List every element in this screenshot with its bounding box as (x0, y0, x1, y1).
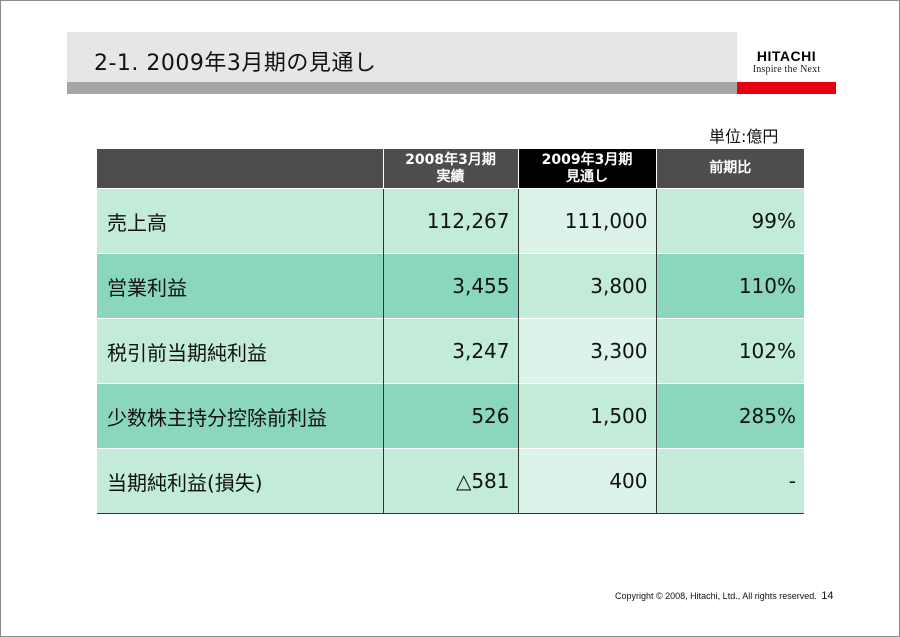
row-ratio: - (656, 448, 804, 514)
row-label: 当期純利益(損失) (97, 448, 384, 514)
table-row: 税引前当期純利益 3,247 3,300 102% (97, 318, 804, 384)
header-fy2008-line2: 実績 (436, 168, 465, 185)
header-fy2008-line1: 2008年3月期 (405, 151, 496, 168)
row-ratio: 110% (656, 253, 804, 319)
row-label: 営業利益 (97, 253, 384, 319)
row-label: 税引前当期純利益 (97, 318, 384, 384)
row-label: 売上高 (97, 188, 384, 254)
row-label: 少数株主持分控除前利益 (97, 383, 384, 449)
logo-name: HITACHI (756, 48, 817, 64)
header-item (97, 149, 383, 189)
forecast-table: 2008年3月期 実績 2009年3月期 見通し 前期比 売上高 112,267… (97, 149, 804, 514)
copyright-text: Copyright © 2008, Hitachi, Ltd., All rig… (615, 591, 817, 601)
title-underline (67, 82, 737, 94)
table-row: 少数株主持分控除前利益 526 1,500 285% (97, 383, 804, 449)
table-header-row: 2008年3月期 実績 2009年3月期 見通し 前期比 (97, 149, 804, 189)
table-row: 営業利益 3,455 3,800 110% (97, 253, 804, 319)
row-fy2008: 526 (383, 383, 519, 449)
header-fy2009-line1: 2009年3月期 (541, 151, 633, 168)
header-ratio-label: 前期比 (709, 160, 752, 176)
header-fy2009: 2009年3月期 見通し (517, 149, 656, 189)
row-fy2008: △581 (383, 448, 519, 514)
row-fy2008: 112,267 (383, 188, 519, 254)
footer: Copyright © 2008, Hitachi, Ltd., All rig… (615, 590, 834, 602)
row-fy2008: 3,247 (383, 318, 519, 384)
table-row: 売上高 112,267 111,000 99% (97, 188, 804, 254)
row-fy2009: 1,500 (518, 383, 657, 449)
unit-label: 単位:億円 (709, 127, 779, 146)
row-ratio: 102% (656, 318, 804, 384)
row-fy2009: 400 (518, 448, 657, 514)
row-fy2009: 3,800 (518, 253, 657, 319)
title-band (67, 32, 737, 82)
hitachi-logo: HITACHI Inspire the Next (737, 48, 836, 76)
row-fy2008: 3,455 (383, 253, 519, 319)
table-row: 当期純利益(損失) △581 400 - (97, 448, 804, 514)
title-accent-bar (737, 82, 836, 94)
row-ratio: 99% (656, 188, 804, 254)
page-number: 14 (821, 590, 834, 602)
header-ratio: 前期比 (655, 149, 804, 189)
row-fy2009: 111,000 (518, 188, 657, 254)
header-fy2009-line2: 見通し (566, 168, 608, 185)
logo-tagline: Inspire the Next (752, 64, 821, 75)
page-title: 2-1. 2009年3月期の見通し (94, 51, 377, 76)
row-ratio: 285% (656, 383, 804, 449)
row-fy2009: 3,300 (518, 318, 657, 384)
header-fy2008: 2008年3月期 実績 (382, 149, 518, 189)
